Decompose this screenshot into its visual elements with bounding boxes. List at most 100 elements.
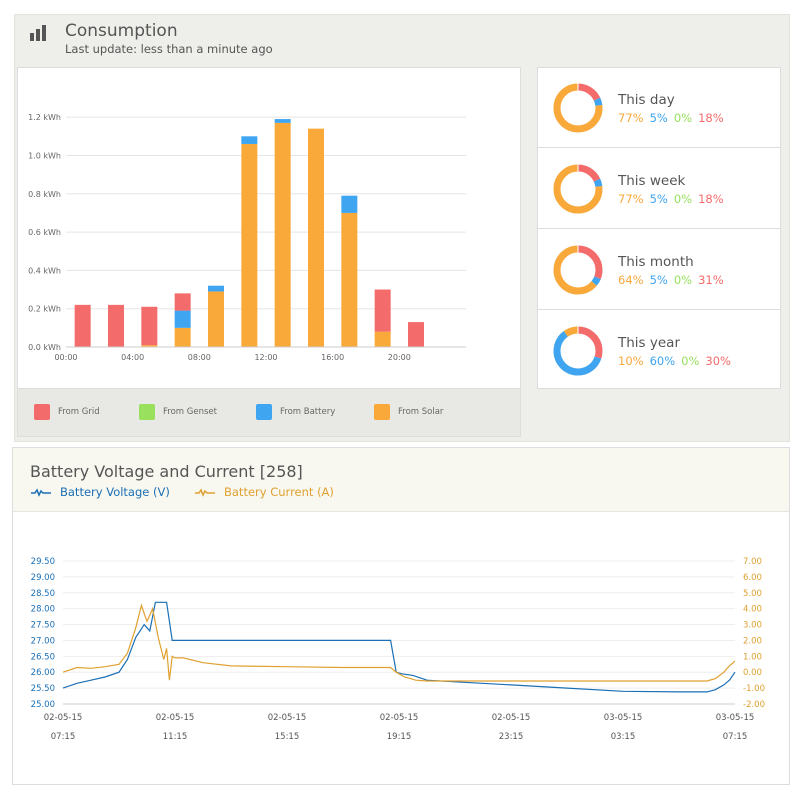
x-tick-date: 03-05-15 bbox=[716, 713, 755, 723]
y-tick-label-left: 29.50 bbox=[31, 557, 55, 567]
y-tick-label-right: 3.00 bbox=[743, 621, 762, 631]
bar-segment bbox=[174, 293, 191, 311]
y-tick-label-right: 1.00 bbox=[743, 652, 762, 662]
bar-segment bbox=[241, 136, 258, 144]
pct-battery: 5% bbox=[649, 111, 668, 125]
line-series-icon bbox=[195, 488, 215, 497]
bar-segment bbox=[108, 304, 124, 347]
x-tick-time: 19:15 bbox=[387, 732, 412, 742]
legend-item-solar[interactable]: From Solar bbox=[374, 403, 443, 421]
pct-genset: 0% bbox=[673, 111, 693, 125]
summary-percentages-month: 64% 5% 0% 31% bbox=[618, 273, 730, 287]
legend-item-grid[interactable]: From Grid bbox=[34, 403, 100, 421]
bar-segment bbox=[341, 212, 358, 347]
consumption-legend: From Grid From Genset From Battery From … bbox=[17, 389, 521, 437]
summary-row-day[interactable]: This day 77% 5% 0% 18% bbox=[538, 68, 780, 148]
line-series-icon bbox=[31, 488, 51, 497]
bar-segment bbox=[174, 310, 191, 328]
x-tick-time: 11:15 bbox=[163, 732, 188, 742]
y-tick-label: 1.2 kWh bbox=[28, 113, 61, 122]
y-tick-label-left: 28.50 bbox=[31, 589, 55, 599]
battery-header: Battery Voltage and Current [258] Batter… bbox=[13, 448, 789, 512]
summary-title-day: This day bbox=[618, 92, 675, 108]
y-tick-label-right: 4.00 bbox=[743, 605, 762, 615]
y-tick-label-left: 26.50 bbox=[31, 652, 55, 662]
summary-percentages-year: 10% 60% 0% 30% bbox=[618, 354, 737, 368]
pct-solar: 77% bbox=[618, 111, 644, 125]
x-tick-time: 03:15 bbox=[611, 732, 636, 742]
pct-genset: 0% bbox=[673, 273, 693, 287]
y-tick-label: 1.0 kWh bbox=[28, 151, 61, 160]
pct-solar: 77% bbox=[618, 192, 644, 206]
y-tick-label-left: 27.50 bbox=[31, 621, 55, 631]
consumption-panel: Consumption Last update: less than a min… bbox=[14, 14, 790, 442]
x-tick-date: 03-05-15 bbox=[604, 713, 643, 723]
x-tick-label: 16:00 bbox=[321, 353, 344, 362]
bar-segment bbox=[308, 128, 324, 347]
bar-segment bbox=[208, 285, 224, 292]
legend-item-battery[interactable]: From Battery bbox=[256, 403, 335, 421]
x-tick-label: 12:00 bbox=[254, 353, 277, 362]
y-tick-label-left: 25.00 bbox=[31, 700, 55, 710]
legend-swatch-solar bbox=[374, 404, 390, 420]
x-tick-time: 07:15 bbox=[51, 732, 76, 742]
bar-segment bbox=[141, 306, 158, 346]
y-tick-label: 0.8 kWh bbox=[28, 190, 61, 199]
bar-segment bbox=[241, 143, 258, 347]
y-tick-label-right: 7.00 bbox=[743, 557, 762, 567]
donut-chart-day bbox=[553, 83, 603, 133]
x-tick-date: 02-05-15 bbox=[156, 713, 195, 723]
legend-current[interactable]: Battery Current (A) bbox=[194, 485, 334, 499]
summary-row-year[interactable]: This year 10% 60% 0% 30% bbox=[538, 311, 780, 391]
pct-grid: 30% bbox=[705, 354, 731, 368]
series-line bbox=[62, 603, 736, 682]
pct-grid: 18% bbox=[698, 111, 724, 125]
donut-chart-month bbox=[553, 245, 603, 295]
donut-chart-year bbox=[553, 326, 603, 376]
summary-percentages-day: 77% 5% 0% 18% bbox=[618, 111, 730, 125]
x-tick-label: 04:00 bbox=[121, 353, 144, 362]
battery-panel: Battery Voltage and Current [258] Batter… bbox=[12, 447, 790, 785]
pct-battery: 5% bbox=[649, 192, 668, 206]
y-tick-label-right: -2.00 bbox=[743, 700, 765, 710]
y-tick-label-left: 25.50 bbox=[31, 684, 55, 694]
y-tick-label: 0.2 kWh bbox=[28, 305, 61, 314]
pct-battery: 60% bbox=[649, 354, 676, 368]
summary-title-week: This week bbox=[618, 173, 686, 189]
pct-solar: 64% bbox=[618, 273, 644, 287]
consumption-chart-card: 0.0 kWh 0.2 kWh 0.4 kWh 0.6 kWh 0.8 kWh 1.0 k… bbox=[17, 67, 521, 389]
y-tick-label-right: 5.00 bbox=[743, 589, 762, 599]
bar-chart-icon bbox=[30, 25, 46, 41]
legend-voltage[interactable]: Battery Voltage (V) bbox=[30, 485, 170, 499]
summary-title-year: This year bbox=[618, 335, 680, 351]
legend-swatch-genset bbox=[139, 404, 155, 420]
pct-genset: 0% bbox=[673, 192, 693, 206]
bar-segment bbox=[74, 304, 91, 347]
summary-row-week[interactable]: This week 77% 5% 0% 18% bbox=[538, 149, 780, 229]
legend-label-genset: From Genset bbox=[163, 407, 217, 417]
pct-grid: 31% bbox=[698, 273, 724, 287]
legend-voltage-label: Battery Voltage (V) bbox=[60, 485, 170, 499]
x-tick-time: 07:15 bbox=[723, 732, 748, 742]
x-tick-label: 20:00 bbox=[388, 353, 411, 362]
legend-label-grid: From Grid bbox=[58, 407, 100, 417]
y-tick-label: 0.4 kWh bbox=[28, 266, 61, 275]
y-tick-label-left: 27.00 bbox=[31, 636, 55, 646]
donut-slice bbox=[553, 326, 603, 376]
last-update-text: Last update: less than a minute ago bbox=[65, 42, 273, 56]
y-tick-label-left: 29.00 bbox=[31, 573, 55, 583]
x-tick-date: 02-05-15 bbox=[44, 713, 83, 723]
bar-segment bbox=[274, 122, 291, 348]
summary-row-month[interactable]: This month 64% 5% 0% 31% bbox=[538, 230, 780, 310]
x-tick-label: 08:00 bbox=[188, 353, 211, 362]
pct-grid: 18% bbox=[698, 192, 724, 206]
series-line bbox=[62, 601, 736, 693]
pct-genset: 0% bbox=[681, 354, 700, 368]
bar-segment bbox=[374, 331, 391, 347]
legend-item-genset[interactable]: From Genset bbox=[139, 403, 217, 421]
consumption-bar-chart: 0.0 kWh 0.2 kWh 0.4 kWh 0.6 kWh 0.8 kWh 1.0 k… bbox=[28, 113, 466, 362]
battery-title: Battery Voltage and Current [258] bbox=[30, 462, 303, 481]
summary-title-month: This month bbox=[618, 254, 694, 270]
donut-chart-week bbox=[553, 164, 603, 214]
bar-segment bbox=[341, 195, 358, 213]
